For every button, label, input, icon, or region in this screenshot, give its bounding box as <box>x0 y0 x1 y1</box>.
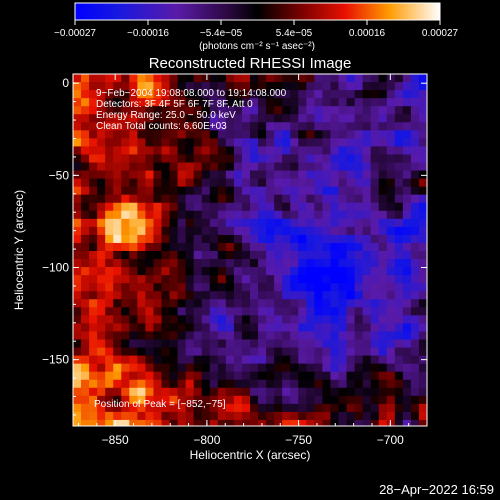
colorbar-ticks: −0.00027 −0.00016 −5.4e−05 5.4e−05 0.00016 0.… <box>54 20 459 39</box>
y-tick-label: −50 <box>49 168 70 182</box>
colorbar-tick-label: −0.00016 <box>127 28 169 39</box>
y-axis-ticks: 0 −50 −100 −150 <box>42 76 427 416</box>
x-tick-label: −750 <box>285 433 312 447</box>
y-tick-label: −100 <box>42 261 69 275</box>
annotation-detectors: Detectors: 3F 4F 5F 6F 7F 8F, Att 0 <box>96 99 253 110</box>
x-tick-label: −700 <box>377 433 404 447</box>
y-axis-label: Heliocentric Y (arcsec) <box>12 190 26 310</box>
colorbar-tick-label: 0.00016 <box>349 28 386 39</box>
plot-frame <box>72 73 428 427</box>
colorbar-tick-label: −0.00027 <box>54 28 96 39</box>
footer-timestamp: 28−Apr−2022 16:59 <box>379 482 494 497</box>
annotation-peak: Position of Peak = [−852,−75] <box>94 399 226 410</box>
annotation-clean: Clean Total counts: 6.60E+03 <box>96 121 227 132</box>
colorbar-tick-label: −5.4e−05 <box>200 28 243 39</box>
annotation-time: 9−Feb−2004 19:08:08.000 to 19:14:08.000 <box>96 88 287 99</box>
chart-title: Reconstructed RHESSI Image <box>149 55 352 72</box>
colorbar-unit-label: (photons cm⁻² s⁻¹ asec⁻²) <box>199 41 315 52</box>
y-tick-label: 0 <box>62 76 69 90</box>
x-tick-label: −800 <box>193 433 220 447</box>
x-tick-label: −850 <box>102 433 129 447</box>
y-tick-label: −150 <box>42 353 69 367</box>
annotation-energy: Energy Range: 25.0 − 50.0 keV <box>96 110 236 121</box>
colorbar-tick-label: 5.4e−05 <box>276 28 313 39</box>
colorbar: −0.00027 −0.00016 −5.4e−05 5.4e−05 0.00016 0.… <box>54 2 459 52</box>
colorbar-tick-label: 0.00027 <box>422 28 459 39</box>
x-axis-label: Heliocentric X (arcsec) <box>190 448 311 462</box>
heatmap-image <box>73 74 427 426</box>
x-axis-ticks: −850 −800 −750 −700 <box>78 74 428 447</box>
colorbar-gradient <box>74 2 441 21</box>
